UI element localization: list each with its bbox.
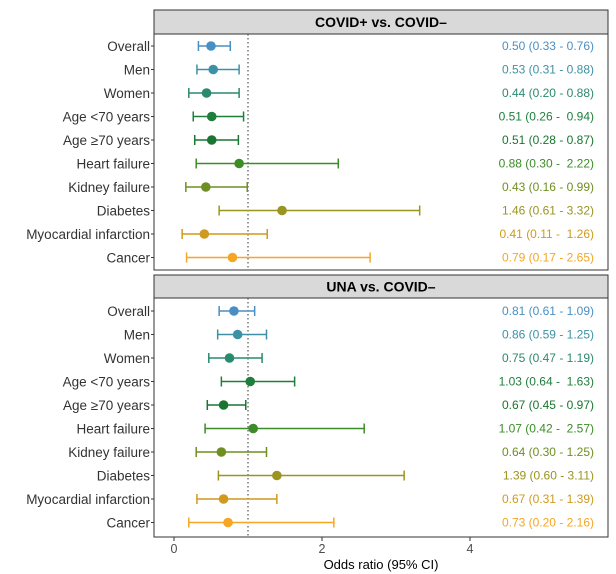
row-label: Myocardial infarction	[26, 492, 150, 507]
point-estimate	[218, 400, 229, 410]
row-label: Women	[104, 86, 150, 101]
row-label: Heart failure	[76, 157, 150, 172]
ci-text: 0.79 (0.17 - 2.65)	[502, 251, 594, 265]
ci-text: 0.50 (0.33 - 0.76)	[502, 39, 594, 53]
point-estimate	[199, 229, 210, 239]
row-label: Women	[104, 351, 150, 366]
row-2-9: Myocardial infarction 0.67 (0.31 - 1.39)	[26, 492, 594, 507]
row-label: Overall	[107, 304, 150, 319]
panel-frame	[153, 297, 609, 538]
point-estimate	[232, 329, 243, 340]
row-1-8: Diabetes 1.46 (0.61 - 3.32)	[97, 204, 594, 219]
point-estimate	[206, 41, 216, 51]
x-axis-title: Odds ratio (95% CI)	[324, 557, 439, 572]
row-label: Men	[124, 63, 150, 78]
panel-2: UNA vs. COVID– Overall 0.81 (0.61 - 1.09) M…	[26, 274, 609, 538]
x-tick-label: 0	[171, 542, 178, 556]
row-label: Cancer	[106, 251, 150, 266]
point-estimate	[208, 64, 219, 75]
row-1-1: Overall 0.50 (0.33 - 0.76)	[107, 39, 594, 54]
row-2-3: Women 0.75 (0.47 - 1.19)	[104, 351, 594, 366]
ci-text: 1.07 (0.42 - 2.57)	[499, 422, 594, 436]
row-label: Myocardial infarction	[26, 227, 150, 242]
point-estimate	[201, 182, 211, 192]
point-estimate	[245, 376, 256, 387]
row-2-1: Overall 0.81 (0.61 - 1.09)	[107, 304, 594, 319]
point-estimate	[224, 353, 235, 363]
row-label: Age <70 years	[63, 110, 151, 125]
row-1-3: Women 0.44 (0.20 - 0.88)	[104, 86, 594, 101]
row-label: Heart failure	[76, 422, 150, 437]
row-2-6: Heart failure 1.07 (0.42 - 2.57)	[76, 422, 594, 437]
ci-text: 0.86 (0.59 - 1.25)	[502, 328, 594, 342]
ci-text: 0.67 (0.45 - 0.97)	[502, 398, 594, 412]
row-label: Age ≥70 years	[63, 133, 150, 148]
row-2-2: Men 0.86 (0.59 - 1.25)	[124, 328, 594, 343]
point-estimate	[216, 447, 227, 457]
panel-title: UNA vs. COVID–	[326, 279, 435, 295]
ci-text: 0.51 (0.28 - 0.87)	[502, 133, 594, 147]
ci-text: 0.41 (0.11 - 1.26)	[500, 227, 595, 241]
row-label: Overall	[107, 39, 150, 54]
x-tick-label: 2	[319, 542, 326, 556]
ci-text: 1.03 (0.64 - 1.63)	[499, 375, 594, 389]
ci-text: 0.43 (0.16 - 0.99)	[502, 180, 594, 194]
row-1-10: Cancer 0.79 (0.17 - 2.65)	[106, 251, 594, 266]
ci-text: 0.51 (0.26 - 0.94)	[499, 110, 594, 124]
ci-text: 0.44 (0.20 - 0.88)	[502, 86, 594, 100]
ci-text: 1.39 (0.60 - 3.11)	[503, 469, 594, 483]
row-1-7: Kidney failure 0.43 (0.16 - 0.99)	[68, 180, 594, 195]
row-2-4: Age <70 years 1.03 (0.64 - 1.63)	[63, 375, 594, 390]
point-estimate	[227, 252, 238, 263]
point-estimate	[206, 135, 217, 145]
row-2-8: Diabetes 1.39 (0.60 - 3.11)	[97, 469, 594, 484]
row-2-10: Cancer 0.73 (0.20 - 2.16)	[106, 516, 594, 531]
point-estimate	[201, 88, 212, 98]
row-1-5: Age ≥70 years 0.51 (0.28 - 0.87)	[63, 133, 594, 148]
point-estimate	[272, 470, 282, 481]
row-1-2: Men 0.53 (0.31 - 0.88)	[124, 63, 594, 78]
row-label: Diabetes	[97, 469, 151, 484]
panel-title: COVID+ vs. COVID–	[315, 14, 447, 30]
ci-text: 0.88 (0.30 - 2.22)	[499, 157, 594, 171]
ci-text: 0.73 (0.20 - 2.16)	[502, 516, 594, 530]
point-estimate	[277, 205, 287, 216]
row-label: Men	[124, 328, 150, 343]
point-estimate	[229, 306, 239, 316]
ci-text: 1.46 (0.61 - 3.32)	[502, 204, 594, 218]
row-label: Cancer	[106, 516, 150, 531]
row-1-4: Age <70 years 0.51 (0.26 - 0.94)	[63, 110, 594, 125]
row-label: Kidney failure	[68, 445, 150, 460]
x-axis: 0 2 4 Odds ratio (95% CI)	[171, 537, 474, 572]
ci-text: 0.67 (0.31 - 1.39)	[502, 492, 594, 506]
x-tick-label: 4	[467, 542, 474, 556]
row-1-9: Myocardial infarction 0.41 (0.11 - 1.26)	[26, 227, 594, 242]
panel-strip	[153, 9, 609, 35]
ci-text: 0.64 (0.30 - 1.25)	[502, 445, 594, 459]
point-estimate	[248, 423, 258, 434]
point-estimate	[223, 517, 233, 528]
panel-1: COVID+ vs. COVID– Overall 0.50 (0.33 - 0.7…	[26, 9, 609, 271]
row-label: Diabetes	[97, 204, 151, 219]
point-estimate	[234, 158, 244, 169]
point-estimate	[218, 494, 229, 504]
panel-frame	[153, 33, 609, 271]
row-label: Age ≥70 years	[63, 398, 150, 413]
row-1-6: Heart failure 0.88 (0.30 - 2.22)	[76, 157, 594, 172]
point-estimate	[206, 111, 217, 122]
row-label: Kidney failure	[68, 180, 150, 195]
ci-text: 0.53 (0.31 - 0.88)	[502, 63, 594, 77]
ci-text: 0.81 (0.61 - 1.09)	[502, 304, 594, 318]
row-2-5: Age ≥70 years 0.67 (0.45 - 0.97)	[63, 398, 594, 413]
row-label: Age <70 years	[63, 375, 151, 390]
ci-text: 0.75 (0.47 - 1.19)	[502, 351, 594, 365]
row-2-7: Kidney failure 0.64 (0.30 - 1.25)	[68, 445, 594, 460]
